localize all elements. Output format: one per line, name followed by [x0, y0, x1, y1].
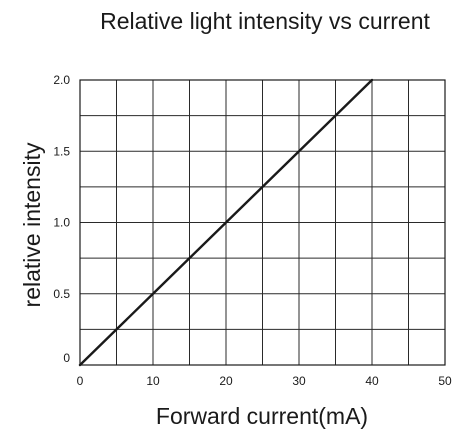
x-tick-label: 0 [77, 374, 84, 388]
series-line [78, 78, 374, 367]
y-tick-label: 1.5 [53, 144, 70, 158]
x-axis-title: Forward current(mA) [156, 403, 368, 429]
x-tick-label: 30 [292, 374, 306, 388]
series-group [78, 78, 374, 367]
y-tick-label: 1.0 [53, 216, 70, 230]
grid [80, 80, 445, 365]
x-tick-label: 40 [365, 374, 379, 388]
y-axis-ticks: 0 0.5 1.0 1.5 2.0 [53, 73, 70, 365]
plot-area [79, 79, 446, 366]
x-axis-ticks: 0 10 20 30 40 50 [77, 374, 452, 388]
chart-title: Relative light intensity vs current [100, 8, 430, 34]
y-tick-label: 0 [63, 351, 70, 365]
x-tick-label: 20 [219, 374, 233, 388]
x-tick-label: 50 [438, 374, 452, 388]
y-tick-label: 2.0 [53, 73, 70, 87]
y-axis-title: relative intensity [19, 142, 45, 307]
x-tick-label: 10 [146, 374, 160, 388]
y-tick-label: 0.5 [53, 287, 70, 301]
